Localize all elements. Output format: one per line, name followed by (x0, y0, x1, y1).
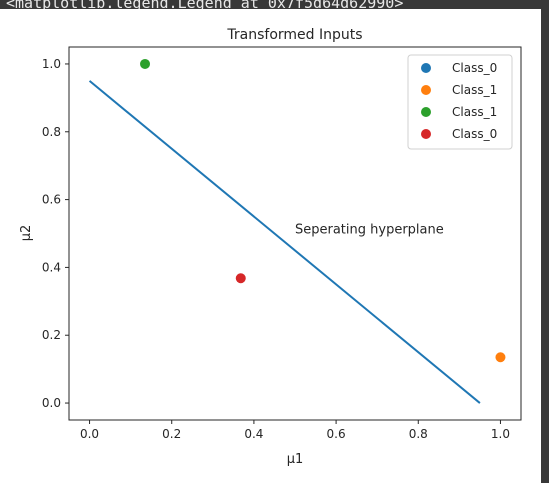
x-tick-label: 1.0 (491, 427, 510, 441)
y-axis-ticks: 0.0 0.2 0.4 0.6 0.8 1.0 (42, 57, 69, 410)
data-points (140, 58, 506, 363)
y-axis-label: µ2 (19, 225, 34, 242)
x-tick-label: 0.6 (327, 427, 346, 441)
y-tick-label: 0.0 (42, 396, 61, 410)
data-point (495, 352, 506, 363)
legend-box (407, 54, 513, 150)
data-point (140, 58, 151, 69)
legend-marker (421, 107, 431, 117)
legend-marker (421, 129, 431, 139)
x-tick-label: 0.4 (244, 427, 263, 441)
chart-title: Transformed Inputs (226, 27, 362, 43)
legend-label: Class_1 (452, 105, 497, 119)
x-tick-label: 0.2 (162, 427, 181, 441)
figure: 0.0 0.2 0.4 0.6 0.8 1.0 0.0 0.2 0.4 0.6 0.8 1.0 Se… (0, 9, 541, 483)
legend-marker (421, 85, 431, 95)
y-tick-label: 0.2 (42, 328, 61, 342)
legend-label: Class_1 (452, 83, 497, 97)
annotation-label: Seperating hyperplane (295, 223, 444, 238)
legend-label: Class_0 (452, 127, 497, 141)
y-tick-label: 0.6 (42, 193, 61, 207)
x-tick-label: 0.0 (80, 427, 99, 441)
x-tick-label: 0.8 (409, 427, 428, 441)
y-tick-label: 0.8 (42, 125, 61, 139)
y-tick-label: 0.4 (42, 260, 61, 274)
legend: Class_0 Class_1 Class_1 Class_0 (407, 54, 513, 150)
data-point (235, 273, 246, 284)
x-axis-label: µ1 (287, 452, 304, 467)
scatter-chart: 0.0 0.2 0.4 0.6 0.8 1.0 0.0 0.2 0.4 0.6 0.8 1.0 Se… (19, 27, 522, 467)
legend-marker (421, 63, 431, 73)
x-axis-ticks: 0.0 0.2 0.4 0.6 0.8 1.0 (80, 420, 510, 441)
y-tick-label: 1.0 (42, 57, 61, 71)
legend-label: Class_0 (452, 61, 497, 75)
separating-hyperplane-line (88, 80, 481, 404)
hyperplane-lines (88, 80, 481, 404)
